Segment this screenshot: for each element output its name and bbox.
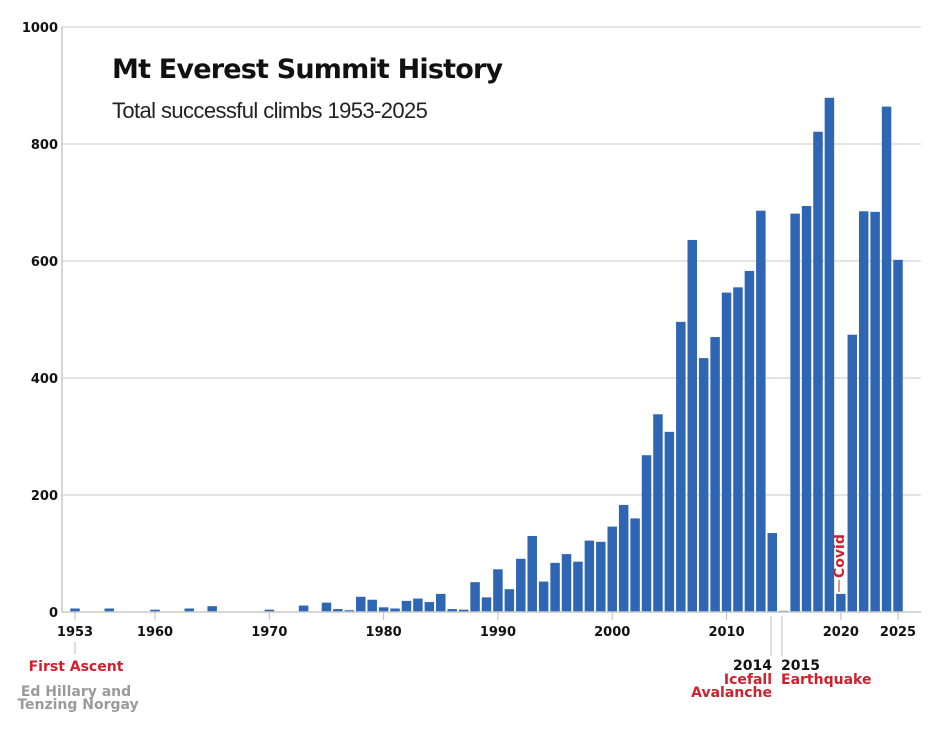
x-tick-label: 2025 [880, 625, 916, 640]
bar-2020 [836, 593, 846, 612]
bar-2017 [801, 206, 812, 612]
gridlines [62, 26, 921, 496]
bar-2008 [698, 358, 709, 612]
x-tick-label: 1960 [137, 625, 173, 640]
chart-title: Mt Everest Summit History [112, 54, 504, 85]
avalanche-year: 2014 [733, 658, 772, 674]
covid-label: Covid [832, 534, 848, 578]
bar-2009 [710, 337, 720, 612]
y-tick-label: 0 [49, 606, 58, 621]
x-tick-label: 1990 [480, 625, 516, 640]
bar-2023 [870, 211, 880, 613]
bar-2013 [756, 210, 766, 612]
first-ascent-label: First Ascent [29, 659, 124, 675]
bar-2011 [733, 287, 743, 612]
x-tick-label: 2020 [823, 625, 859, 640]
x-tick-label: 2000 [594, 625, 630, 640]
bar-2010 [721, 292, 732, 612]
bar-1953 [70, 608, 80, 612]
bar-1983 [413, 598, 423, 612]
bar-2001 [618, 504, 629, 612]
bar-1970 [264, 609, 275, 612]
bar-1977 [344, 610, 355, 612]
bar-1981 [390, 608, 400, 612]
y-tick-label: 1000 [22, 21, 58, 36]
bar-1996 [561, 554, 572, 612]
y-tick-label: 400 [31, 372, 58, 387]
bar-1992 [516, 558, 526, 612]
bar-2019 [824, 97, 835, 612]
bar-1989 [481, 597, 492, 612]
bar-1965 [207, 606, 217, 612]
first-ascent-note-2: Tenzing Norgay [17, 697, 138, 713]
earthquake-line-1: Earthquake [781, 672, 871, 688]
bar-1978 [356, 596, 366, 612]
bar-2005 [664, 431, 675, 612]
bar-2004 [653, 414, 663, 612]
bar-2000 [607, 526, 617, 612]
bar-1987 [458, 609, 469, 612]
bar-1960 [150, 609, 160, 612]
y-tick-label: 600 [31, 255, 58, 270]
bar-2022 [858, 211, 869, 612]
y-axis: 0 200 400 600 800 1000 [22, 21, 58, 621]
earthquake-year: 2015 [781, 658, 820, 674]
first-ascent-note-1: Ed Hillary and [21, 684, 131, 700]
bar-1963 [184, 608, 195, 612]
avalanche-line-1: Icefall [724, 672, 772, 688]
x-tick-label: 2010 [708, 625, 744, 640]
bar-1995 [550, 562, 560, 612]
bar-1991 [504, 589, 515, 612]
bar-2024 [881, 106, 892, 612]
bar-2006 [676, 321, 686, 612]
bar-2016 [790, 213, 800, 613]
bar-1988 [470, 582, 480, 612]
bar-1999 [596, 541, 606, 612]
bar-1975 [321, 602, 332, 612]
bar-2021 [847, 334, 858, 612]
bar-2012 [744, 270, 755, 612]
bar-1984 [424, 602, 435, 612]
bar-2003 [641, 455, 652, 612]
y-tick-label: 800 [31, 138, 58, 153]
bars [70, 97, 903, 613]
x-axis: 1953 1960 1970 1980 1990 2000 2010 2020 2025 [57, 612, 916, 640]
avalanche-line-2: Avalanche [691, 685, 772, 701]
bar-1982 [401, 600, 412, 612]
bar-2002 [630, 518, 640, 612]
bar-1993 [527, 535, 537, 612]
bar-1973 [298, 605, 309, 612]
y-tick-label: 200 [31, 489, 58, 504]
x-tick-label: 1953 [57, 625, 93, 640]
bar-1980 [378, 607, 389, 612]
bar-1956 [104, 608, 115, 612]
bar-2025 [893, 259, 903, 612]
x-tick-label: 1980 [366, 625, 402, 640]
chart-subtitle: Total successful climbs 1953-2025 [112, 98, 428, 123]
x-tick-label: 1970 [251, 625, 287, 640]
bar-1976 [333, 609, 343, 612]
bar-1990 [493, 569, 503, 612]
bar-2014 [767, 533, 778, 612]
bar-2018 [813, 131, 823, 612]
bar-1997 [573, 561, 583, 612]
bar-1994 [538, 581, 549, 612]
bar-2007 [687, 239, 697, 612]
bar-1985 [436, 593, 446, 612]
bar-1998 [584, 540, 595, 612]
bar-1986 [447, 609, 457, 612]
bar-1979 [367, 599, 377, 612]
